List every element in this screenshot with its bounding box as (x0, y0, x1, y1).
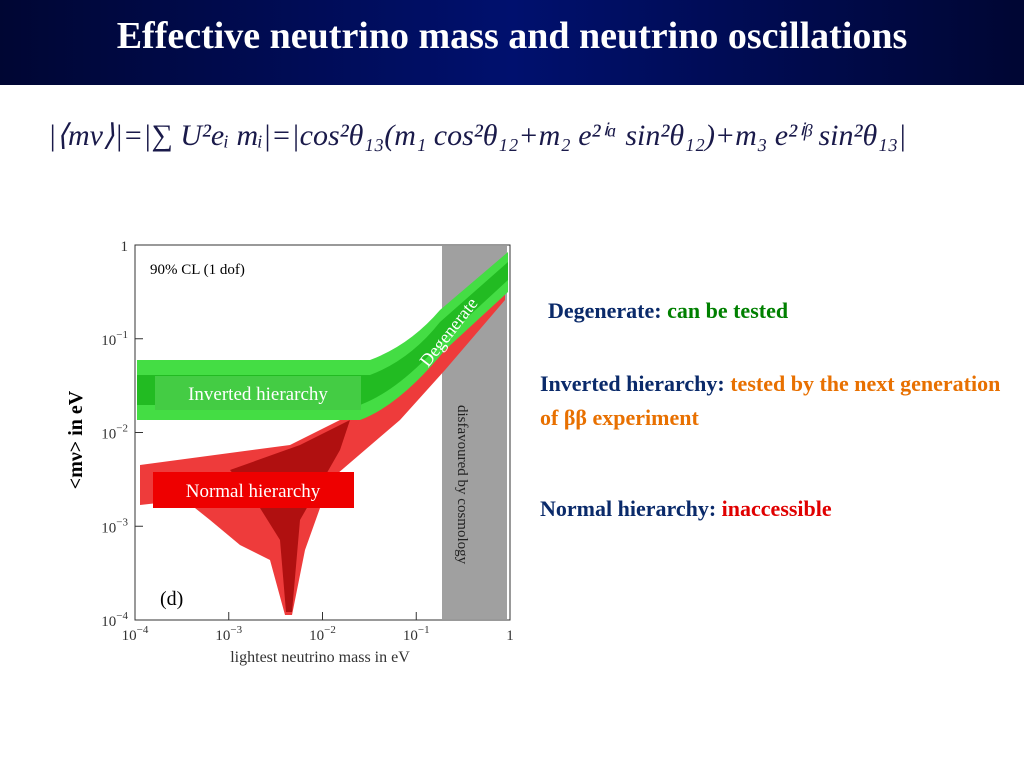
note-label: Normal hierarchy: (540, 496, 717, 521)
tick-base: 1 (121, 239, 129, 255)
normal-box (153, 472, 354, 508)
tick-base: 10 (101, 520, 116, 536)
tick-label: 10−4 (122, 624, 149, 644)
title: Effective neutrino mass and neutrino osc… (0, 0, 1024, 85)
note-detail: inaccessible (721, 496, 832, 521)
y-label: <mν> in eV (65, 390, 87, 489)
tick-label: 10−2 (101, 423, 128, 443)
tick-label: 10−2 (309, 624, 336, 644)
tick-base: 10 (101, 427, 116, 443)
note: Inverted hierarchy: tested by the next g… (540, 367, 1010, 435)
tick-exp: −2 (116, 423, 128, 435)
tick-base: 10 (122, 628, 137, 644)
tick-base: 10 (101, 614, 116, 630)
note: Normal hierarchy: inaccessible (540, 496, 832, 522)
tick-base: 1 (506, 628, 514, 644)
tick-exp: −4 (137, 624, 149, 636)
note-label: Inverted hierarchy: (540, 371, 725, 396)
tick-label: 10−3 (215, 624, 242, 644)
note-detail: tested by the next generation of ββ expe… (540, 371, 1001, 430)
formula: |⟨mν⟩|=|∑ U²eᵢ mᵢ|=|cos²θ₁₃(m₁ cos²θ₁₂+m… (48, 119, 907, 152)
normal-label: Normal hierarchy (186, 481, 321, 502)
note-detail: can be tested (667, 298, 789, 323)
inverted-box (155, 376, 361, 410)
tick-exp: −2 (324, 624, 336, 636)
tick-label: 10−1 (403, 624, 430, 644)
inverted-label: Inverted hierarchy (188, 384, 328, 405)
tick-label: 1 (121, 239, 129, 255)
cl-note: 90% CL (1 dof) (150, 262, 245, 278)
normal-core (230, 420, 350, 612)
tick-label: 10−1 (101, 329, 128, 349)
panel-label: (d) (160, 588, 183, 610)
tick-label: 10−3 (101, 516, 128, 536)
tick-exp: −4 (116, 610, 128, 622)
tick-base: 10 (215, 628, 230, 644)
cosmology-label: disfavoured by cosmology (454, 405, 470, 565)
tick-exp: −1 (116, 329, 128, 341)
tick-base: 10 (309, 628, 324, 644)
tick-exp: −3 (116, 516, 128, 528)
tick-label: 1 (506, 628, 514, 644)
tick-exp: −1 (418, 624, 430, 636)
note: Degenerate: can be tested (548, 298, 788, 324)
note-label: Degenerate: (548, 298, 662, 323)
plot: 90% CL (1 dof) (d) Degenerate Inverted h… (65, 239, 514, 666)
tick-exp: −3 (230, 624, 242, 636)
tick-base: 10 (101, 333, 116, 349)
x-label: lightest neutrino mass in eV (230, 649, 410, 666)
tick-label: 10−4 (101, 610, 128, 630)
tick-base: 10 (403, 628, 418, 644)
